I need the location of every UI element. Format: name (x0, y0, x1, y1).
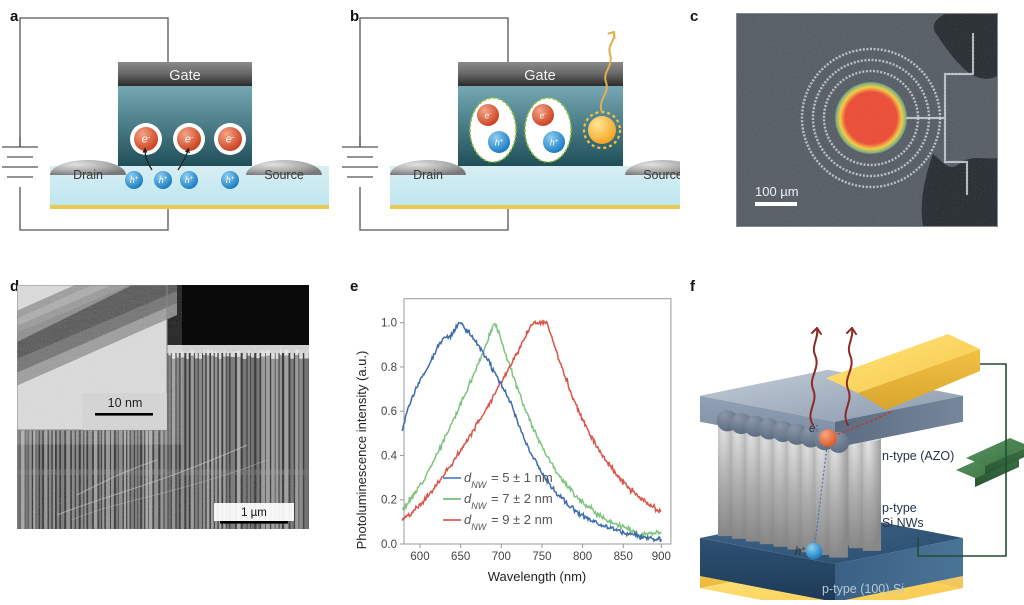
svg-text:700: 700 (492, 551, 511, 563)
svg-text:Drain: Drain (73, 168, 103, 182)
svg-text:650: 650 (451, 551, 470, 563)
svg-text:= 5 ± 1 nm: = 5 ± 1 nm (491, 470, 553, 485)
svg-text:800: 800 (573, 551, 592, 563)
svg-text:Gate: Gate (169, 68, 200, 84)
svg-text:600: 600 (410, 551, 429, 563)
svg-text:Source: Source (264, 168, 304, 182)
svg-text:1.0: 1.0 (381, 318, 397, 330)
svg-text:Source: Source (643, 168, 680, 182)
svg-text:0.8: 0.8 (381, 362, 397, 374)
svg-text:0.6: 0.6 (381, 406, 397, 418)
svg-text:0.2: 0.2 (381, 495, 397, 507)
svg-text:900: 900 (652, 551, 671, 563)
svg-text:0.0: 0.0 (381, 539, 397, 551)
svg-text:0.4: 0.4 (381, 450, 398, 462)
svg-text:Gate: Gate (524, 68, 555, 84)
svg-text:850: 850 (614, 551, 633, 563)
svg-text:= 9 ± 2 nm: = 9 ± 2 nm (491, 512, 553, 527)
svg-text:Drain: Drain (413, 168, 443, 182)
svg-text:100 µm: 100 µm (755, 184, 799, 199)
svg-text:1 µm: 1 µm (241, 507, 267, 519)
svg-text:Wavelength (nm): Wavelength (nm) (488, 569, 587, 584)
svg-text:p-type (100) Si: p-type (100) Si (822, 582, 904, 596)
svg-text:Si NWs: Si NWs (882, 516, 924, 530)
svg-text:750: 750 (532, 551, 551, 563)
svg-text:10 nm: 10 nm (108, 396, 143, 410)
svg-text:= 7 ± 2 nm: = 7 ± 2 nm (491, 491, 553, 506)
svg-text:Photoluminescence intensity (a: Photoluminescence intensity (a.u.) (354, 351, 369, 550)
svg-text:n-type (AZO): n-type (AZO) (882, 449, 954, 463)
svg-text:p-type: p-type (882, 501, 917, 515)
